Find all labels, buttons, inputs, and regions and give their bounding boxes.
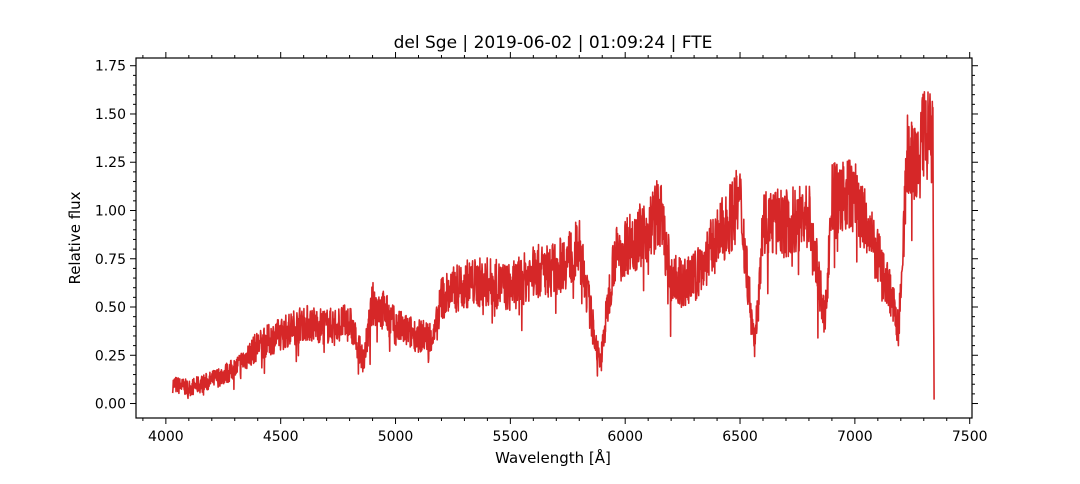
x-axis-label: Wavelength [Å] [495,448,611,467]
y-tick-label: 0.00 [95,397,126,413]
x-tick-label: 5000 [378,429,414,445]
x-tick-label: 6000 [607,429,643,445]
chart-title: del Sge | 2019-06-02 | 01:09:24 | FTE [394,33,713,53]
x-tick-label: 7500 [952,429,988,445]
y-tick-label: 0.25 [95,348,126,364]
y-tick-label: 0.50 [95,300,126,316]
y-tick-label: 1.00 [95,203,126,219]
y-axis-label: Relative flux [66,191,84,284]
x-tick-label: 5500 [493,429,529,445]
axis-ticks: 4000 4500 5000 5500 6000 6500 7000 7500 0.00 0.25… [95,52,988,445]
x-tick-label: 4000 [148,429,184,445]
y-tick-label: 1.25 [95,155,126,171]
x-tick-label: 6500 [722,429,758,445]
x-tick-label: 4500 [263,429,299,445]
y-tick-label: 1.50 [95,107,126,123]
spectrum-trace [171,91,935,400]
y-tick-label: 0.75 [95,252,126,268]
x-tick-label: 7000 [837,429,873,445]
plot-frame [135,57,973,419]
y-tick-label: 1.75 [95,59,126,75]
spectrum-line [171,91,935,400]
